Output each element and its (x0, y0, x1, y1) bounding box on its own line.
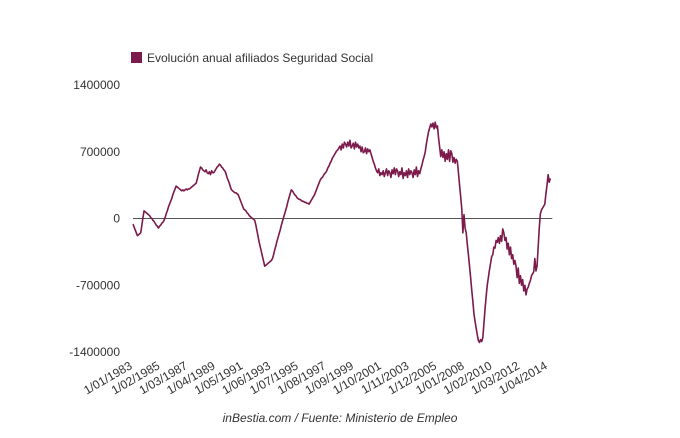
legend-label: Evolución anual afiliados Seguridad Soci… (147, 51, 373, 65)
y-tick-label: -1400000 (69, 345, 120, 359)
y-tick-label: 1400000 (73, 78, 120, 92)
y-tick-label: 0 (113, 212, 120, 226)
data-line (132, 121, 552, 344)
source-note: inBestia.com / Fuente: Ministerio de Emp… (223, 411, 458, 425)
y-tick-label: 700000 (80, 145, 120, 159)
y-tick-label: -700000 (76, 278, 120, 292)
legend-swatch (131, 52, 142, 63)
